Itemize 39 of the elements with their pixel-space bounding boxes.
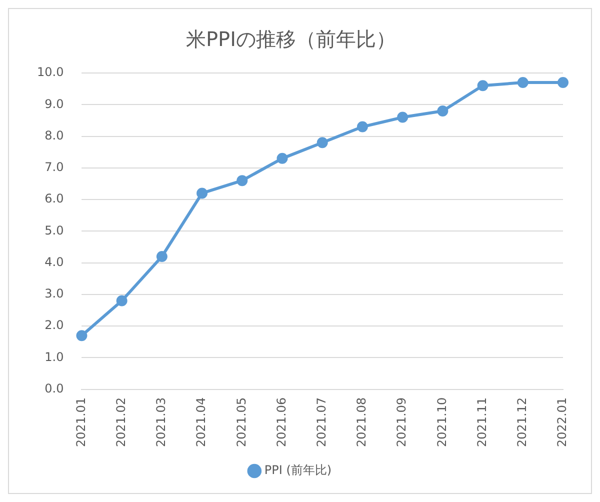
legend-label: PPI (前年比)	[264, 463, 332, 478]
y-tick-label: 2.0	[44, 318, 64, 332]
y-tick-label: 10.0	[37, 65, 64, 80]
y-tick-label: 5.0	[44, 223, 64, 238]
x-tick-label: 2021.04	[194, 397, 208, 447]
point	[356, 121, 368, 132]
x-tick-label: 2021.11	[474, 397, 489, 447]
y-tick-label: 7.0	[44, 160, 64, 174]
y-tick-label: 6.0	[44, 192, 64, 206]
point	[437, 105, 448, 116]
point	[236, 175, 248, 186]
point	[196, 188, 208, 199]
x-tick-label: 2021.12	[515, 397, 530, 447]
x-tick-label: 2021.09	[394, 397, 409, 447]
point	[116, 295, 128, 306]
point	[76, 330, 88, 342]
x-tick-label: 2021.03	[154, 397, 168, 447]
point	[517, 76, 528, 88]
point	[558, 76, 568, 88]
point	[477, 80, 488, 92]
y-tick-label: 4.0	[44, 254, 64, 269]
y-tick-label: 8.0	[44, 128, 64, 142]
point	[397, 112, 408, 123]
x-tick-label: 2021.02	[114, 397, 128, 447]
point	[156, 251, 168, 262]
y-tick-label: 9.0	[44, 96, 64, 111]
x-tick-label: 2021.07	[314, 397, 328, 447]
y-tick-label: 0.0	[44, 382, 64, 396]
y-tick-label: 1.0	[44, 350, 64, 364]
point	[276, 152, 288, 164]
x-tick-label: 2021.08	[354, 397, 369, 447]
point	[316, 137, 328, 148]
y-tick-label: 3.0	[44, 286, 64, 301]
x-tick-label: 2021.01	[74, 397, 88, 447]
x-tick-label: 2022.01	[555, 397, 570, 447]
x-tick-label: 2021.10	[434, 397, 449, 447]
chart-title: 米PPIの推移（前年比）	[186, 27, 396, 52]
x-tick-label: 2021.05	[234, 397, 248, 447]
x-tick-label: 2021.06	[274, 397, 288, 447]
